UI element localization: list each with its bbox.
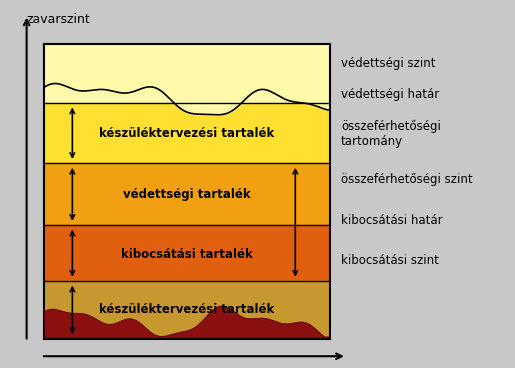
Text: tartomány: tartomány xyxy=(341,135,403,148)
Text: kibocsátási tartalék: kibocsátási tartalék xyxy=(121,248,252,261)
Text: védettségi tartalék: védettségi tartalék xyxy=(123,188,250,201)
Text: összeférhetőségi: összeférhetőségi xyxy=(341,120,441,133)
Text: készüléktervezési tartalék: készüléktervezési tartalék xyxy=(99,302,274,316)
Text: összeférhetőségi szint: összeférhetőségi szint xyxy=(341,173,473,186)
Text: védettségi határ: védettségi határ xyxy=(341,88,439,101)
Text: készüléktervezési tartalék: készüléktervezési tartalék xyxy=(99,127,274,141)
Text: zavarszint: zavarszint xyxy=(27,14,90,26)
Text: védettségi szint: védettségi szint xyxy=(341,57,436,70)
Text: kibocsátási határ: kibocsátási határ xyxy=(341,214,443,227)
Text: kibocsátási szint: kibocsátási szint xyxy=(341,254,439,267)
